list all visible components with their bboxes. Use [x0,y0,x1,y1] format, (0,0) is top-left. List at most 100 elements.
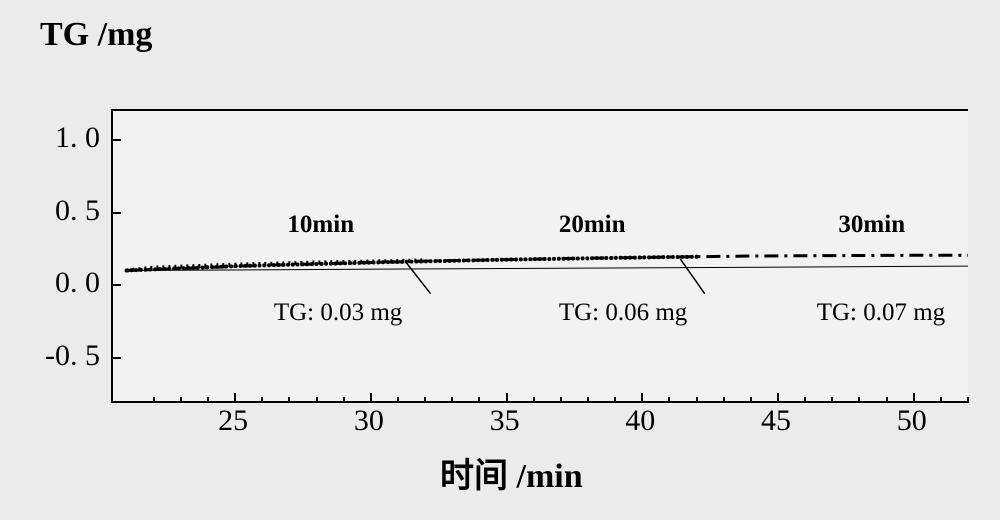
y-tick [113,357,121,359]
x-tick [506,393,508,403]
x-minor-tick [343,397,345,403]
series-marker [519,257,523,261]
series-marker [476,258,480,262]
x-axis-title: 时间 /min [440,448,583,497]
series-marker [600,256,604,260]
x-minor-tick [261,397,263,403]
x-tick-label: 40 [625,404,655,438]
annotation-tg10: TG: 0.03 mg [274,299,402,327]
series-marker [386,260,390,264]
series-marker [471,258,475,262]
x-minor-tick [804,397,806,403]
y-tick-label: 0. 0 [55,266,100,300]
y-tick-label: 0. 5 [55,194,100,228]
series-marker [443,259,447,263]
annotation-label30: 30min [838,211,905,239]
plot-area [111,109,968,403]
series-marker [609,256,613,260]
x-minor-tick [696,397,698,403]
series-marker [462,259,466,263]
series-marker [604,256,608,260]
series-marker [585,256,589,260]
callout-line [680,259,704,294]
series-marker [661,255,665,259]
series-marker [562,257,566,261]
x-tick [913,393,915,403]
series-marker [642,255,646,259]
y-tick [113,139,121,141]
annotation-label20: 20min [559,211,626,239]
series-marker [429,259,433,263]
series-marker [647,255,651,259]
x-tick-label: 25 [218,404,248,438]
series-marker [457,259,461,263]
x-minor-tick [560,397,562,403]
series-marker [581,256,585,260]
series-marker [533,257,537,261]
series-marker [543,257,547,261]
series-marker [433,259,437,263]
x-tick-label: 30 [354,404,384,438]
series-marker [657,255,661,259]
series-marker [547,257,551,261]
x-minor-tick [316,397,318,403]
series-marker [338,261,342,265]
x-minor-tick [587,397,589,403]
series-marker [638,255,642,259]
series-marker [671,255,675,259]
x-minor-tick [858,397,860,403]
series-marker [424,259,428,263]
series-marker [557,257,561,261]
series-marker [500,258,504,262]
series-marker [291,263,295,267]
series-marker [628,256,632,260]
y-tick [113,212,121,214]
series-marker [481,258,485,262]
y-axis-title: TG /mg [40,16,152,54]
series-marker [571,257,575,261]
series-marker [315,262,319,266]
x-minor-tick [424,397,426,403]
series-marker [680,255,684,259]
series-marker [452,259,456,263]
series-marker [467,258,471,262]
y-tick-label: -0. 5 [45,339,100,373]
y-tick [113,284,121,286]
x-minor-tick [614,397,616,403]
x-minor-tick [750,397,752,403]
series-marker [448,259,452,263]
x-minor-tick [940,397,942,403]
x-minor-tick [831,397,833,403]
series-marker [177,266,181,270]
series-marker [362,261,366,265]
series-marker [614,256,618,260]
x-tick-label: 45 [761,404,791,438]
series-marker [676,255,680,259]
series-marker [633,256,637,260]
series-marker [590,256,594,260]
x-minor-tick [288,397,290,403]
callout-line [406,263,430,294]
x-tick [234,393,236,403]
series-marker [666,255,670,259]
x-minor-tick [180,397,182,403]
series-marker [514,257,518,261]
series-marker [552,257,556,261]
series-marker [566,257,570,261]
x-minor-tick [478,397,480,403]
x-minor-tick [207,397,209,403]
series-marker [272,263,276,267]
x-tick [777,393,779,403]
x-tick-label: 35 [490,404,520,438]
series-marker [509,258,513,262]
x-minor-tick [397,397,399,403]
series-marker [623,256,627,260]
chart-lines [113,111,968,401]
series-marker [248,264,252,268]
x-tick-label: 50 [897,404,927,438]
series-marker [528,257,532,261]
series-marker [695,255,699,259]
annotation-tg20: TG: 0.06 mg [559,299,687,327]
series-marker [690,255,694,259]
x-tick [641,393,643,403]
